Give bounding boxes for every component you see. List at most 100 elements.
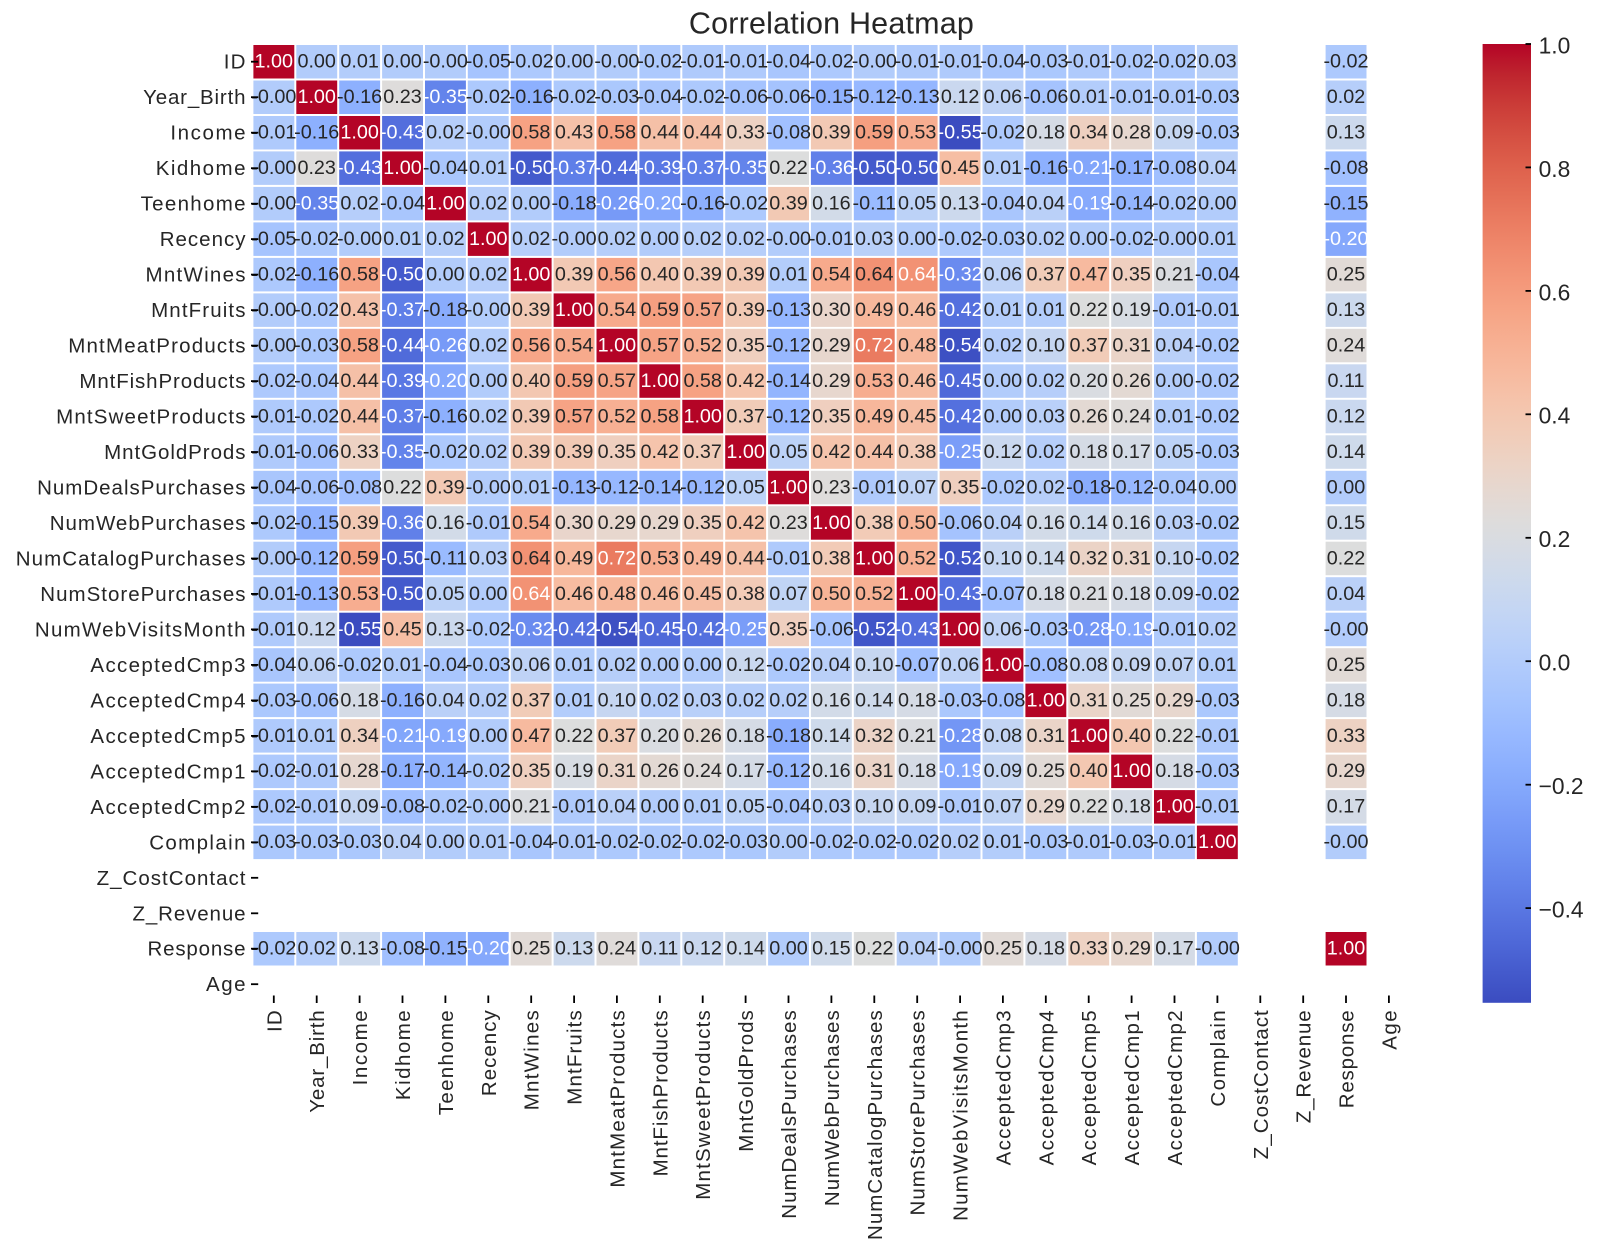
svg-text:0.14: 0.14 <box>726 938 765 960</box>
svg-text:-0.20: -0.20 <box>637 193 682 215</box>
svg-text:-0.01: -0.01 <box>938 51 983 73</box>
svg-text:0.45: 0.45 <box>898 405 937 427</box>
svg-text:0.33: 0.33 <box>340 441 379 463</box>
svg-text:-0.02: -0.02 <box>938 228 983 250</box>
svg-text:0.17: 0.17 <box>1155 938 1194 960</box>
svg-text:-0.16: -0.16 <box>380 689 425 711</box>
svg-text:-0.50: -0.50 <box>852 157 897 179</box>
svg-text:-0.03: -0.03 <box>251 689 296 711</box>
svg-text:0.28: 0.28 <box>1112 122 1151 144</box>
svg-text:0.02: 0.02 <box>1027 370 1066 392</box>
svg-text:-0.32: -0.32 <box>938 264 983 286</box>
svg-text:-0.04: -0.04 <box>980 51 1025 73</box>
svg-text:0.26: 0.26 <box>1069 405 1108 427</box>
svg-text:0.46: 0.46 <box>898 370 937 392</box>
svg-text:0.02: 0.02 <box>297 938 336 960</box>
svg-text:-0.14: -0.14 <box>766 370 811 392</box>
svg-text:0.52: 0.52 <box>855 583 894 605</box>
svg-text:-0.01: -0.01 <box>1066 831 1111 853</box>
svg-text:0.10: 0.10 <box>855 796 894 818</box>
svg-text:0.02: 0.02 <box>726 228 765 250</box>
svg-text:0.22: 0.22 <box>383 476 422 498</box>
svg-text:-0.08: -0.08 <box>380 796 425 818</box>
svg-text:0.58: 0.58 <box>340 264 379 286</box>
svg-text:-0.03: -0.03 <box>594 86 639 108</box>
svg-text:0.64: 0.64 <box>512 583 551 605</box>
svg-text:-0.06: -0.06 <box>766 86 811 108</box>
svg-text:-0.00: -0.00 <box>938 938 983 960</box>
svg-text:0.31: 0.31 <box>1069 689 1108 711</box>
svg-text:0.30: 0.30 <box>812 299 851 321</box>
svg-text:-0.01: -0.01 <box>552 796 597 818</box>
svg-text:Kidhome: Kidhome <box>392 1010 415 1100</box>
svg-text:-0.55: -0.55 <box>938 122 983 144</box>
svg-text:0.16: 0.16 <box>812 689 851 711</box>
svg-text:-0.02: -0.02 <box>1109 228 1154 250</box>
svg-text:-0.02: -0.02 <box>637 51 682 73</box>
svg-text:-0.12: -0.12 <box>852 86 897 108</box>
svg-text:-0.01: -0.01 <box>1066 51 1111 73</box>
svg-text:0.52: 0.52 <box>683 335 722 357</box>
svg-text:0.10: 0.10 <box>598 689 637 711</box>
svg-text:-0.04: -0.04 <box>509 831 554 853</box>
svg-text:0.29: 0.29 <box>1155 689 1194 711</box>
svg-text:0.00: 0.00 <box>469 725 508 747</box>
svg-text:-0.17: -0.17 <box>380 760 425 782</box>
svg-text:0.00: 0.00 <box>297 51 336 73</box>
svg-text:AcceptedCmp1: AcceptedCmp1 <box>90 760 245 783</box>
svg-text:0.00: 0.00 <box>1327 476 1366 498</box>
svg-text:0.22: 0.22 <box>1155 725 1194 747</box>
svg-text:-0.02: -0.02 <box>1195 547 1240 569</box>
svg-text:0.00: 0.00 <box>769 831 808 853</box>
svg-text:-0.01: -0.01 <box>1195 725 1240 747</box>
svg-text:0.23: 0.23 <box>812 476 851 498</box>
svg-text:-0.37: -0.37 <box>380 405 425 427</box>
svg-text:-0.02: -0.02 <box>509 51 554 73</box>
svg-text:-0.04: -0.04 <box>423 157 468 179</box>
svg-text:0.40: 0.40 <box>1069 760 1108 782</box>
svg-text:-0.00: -0.00 <box>251 335 296 357</box>
svg-text:0.31: 0.31 <box>855 760 894 782</box>
svg-text:-0.18: -0.18 <box>552 193 597 215</box>
svg-text:0.03: 0.03 <box>1027 405 1066 427</box>
svg-text:-0.05: -0.05 <box>466 51 511 73</box>
svg-text:MntSweetProducts: MntSweetProducts <box>56 406 245 429</box>
svg-text:0.54: 0.54 <box>512 512 551 534</box>
svg-text:0.05: 0.05 <box>726 476 765 498</box>
svg-text:0.37: 0.37 <box>683 441 722 463</box>
svg-text:0.16: 0.16 <box>812 760 851 782</box>
svg-text:-0.02: -0.02 <box>552 86 597 108</box>
svg-text:-0.02: -0.02 <box>980 122 1025 144</box>
svg-text:0.15: 0.15 <box>812 938 851 960</box>
svg-text:-0.02: -0.02 <box>466 618 511 640</box>
svg-text:-0.02: -0.02 <box>809 51 854 73</box>
svg-text:0.52: 0.52 <box>898 547 937 569</box>
svg-text:-0.13: -0.13 <box>895 86 940 108</box>
svg-text:MntSweetProducts: MntSweetProducts <box>692 1010 715 1199</box>
svg-text:-0.01: -0.01 <box>251 583 296 605</box>
svg-text:0.53: 0.53 <box>855 370 894 392</box>
svg-text:-0.00: -0.00 <box>337 228 382 250</box>
svg-text:-0.13: -0.13 <box>552 476 597 498</box>
svg-text:0.03: 0.03 <box>1155 512 1194 534</box>
svg-text:0.25: 0.25 <box>984 938 1023 960</box>
svg-text:Age: Age <box>1378 1010 1401 1050</box>
svg-text:0.38: 0.38 <box>812 547 851 569</box>
svg-text:-0.14: -0.14 <box>1109 193 1154 215</box>
svg-text:0.12: 0.12 <box>984 441 1023 463</box>
svg-text:0.13: 0.13 <box>1327 299 1366 321</box>
svg-text:0.18: 0.18 <box>898 689 937 711</box>
svg-text:0.01: 0.01 <box>984 831 1023 853</box>
svg-text:0.39: 0.39 <box>512 405 551 427</box>
svg-text:0.01: 0.01 <box>1069 86 1108 108</box>
svg-text:-0.00: -0.00 <box>552 228 597 250</box>
svg-text:0.0: 0.0 <box>1539 650 1571 676</box>
svg-text:0.39: 0.39 <box>555 441 594 463</box>
svg-text:0.02: 0.02 <box>1027 228 1066 250</box>
svg-text:-0.00: -0.00 <box>466 796 511 818</box>
svg-text:0.42: 0.42 <box>726 370 765 392</box>
svg-text:-0.00: -0.00 <box>251 547 296 569</box>
svg-text:AcceptedCmp5: AcceptedCmp5 <box>1078 1010 1101 1165</box>
svg-text:-0.36: -0.36 <box>809 157 854 179</box>
svg-text:0.02: 0.02 <box>512 228 551 250</box>
